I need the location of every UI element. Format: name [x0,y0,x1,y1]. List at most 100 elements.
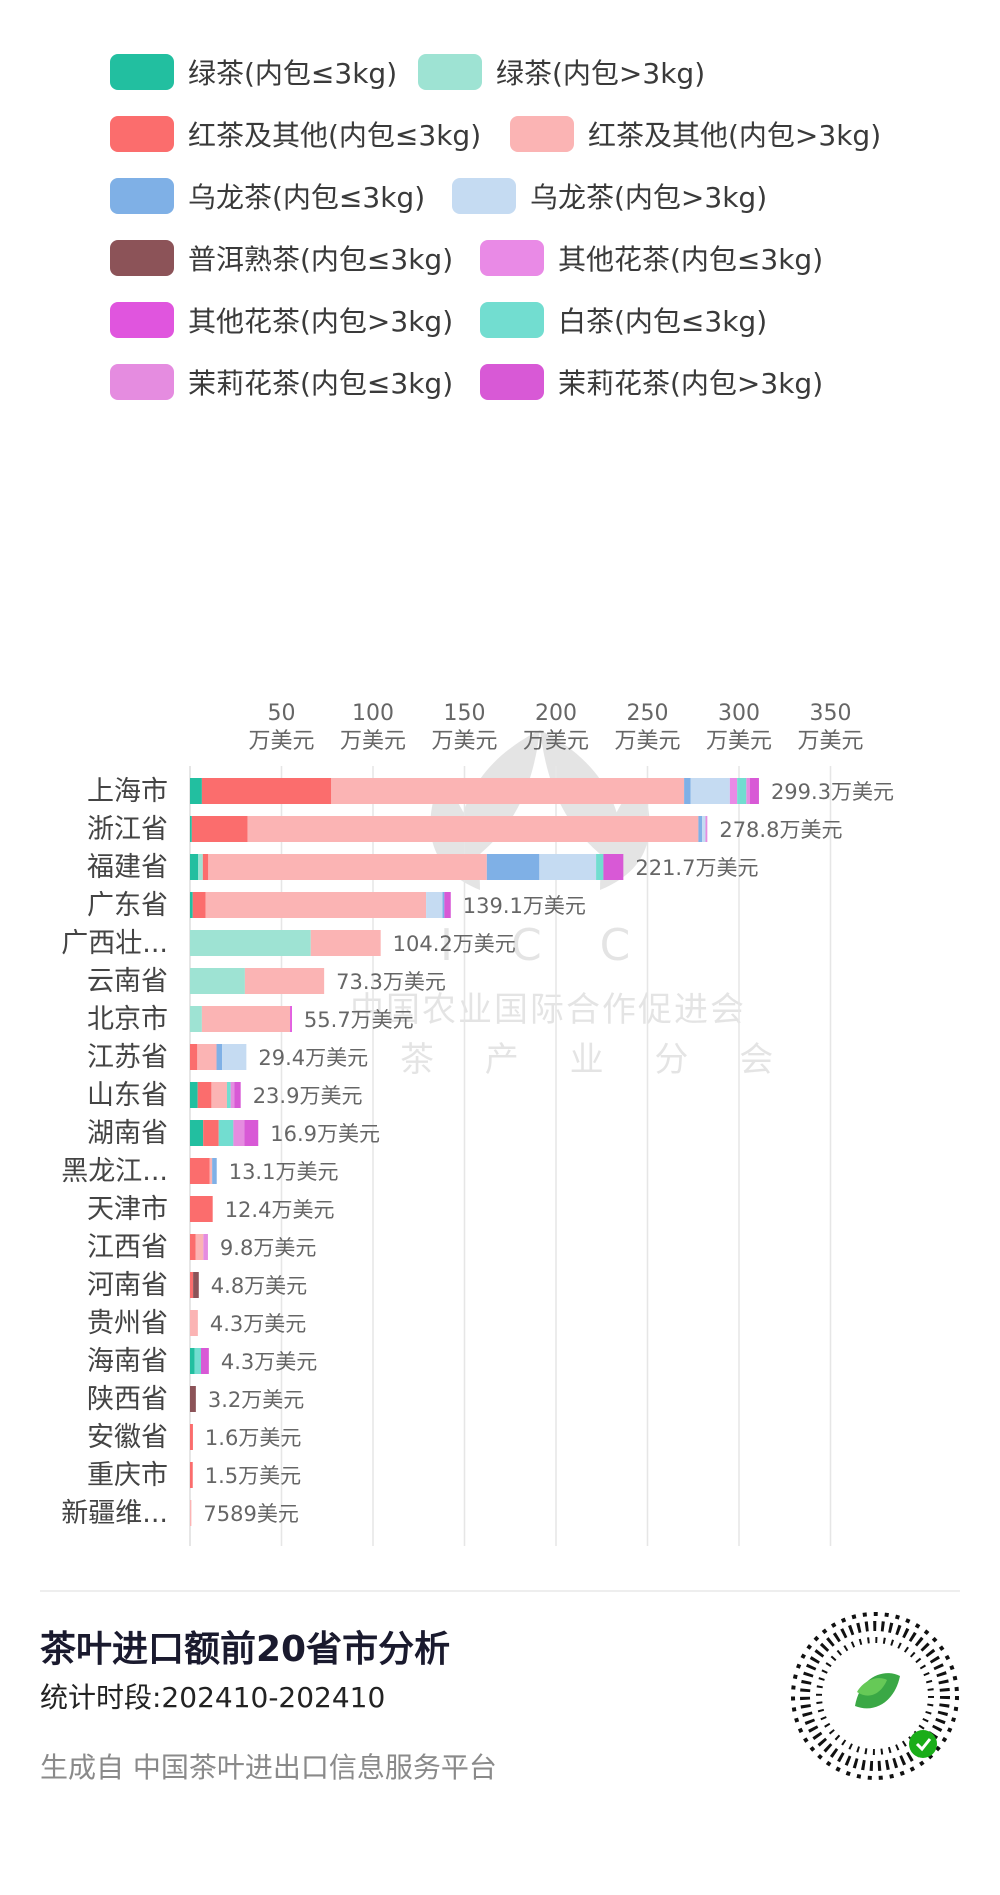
legend-swatch [510,116,574,152]
bar-segment [203,1120,219,1146]
bar-segment [205,892,427,918]
bar-segment [191,816,248,842]
mini-program-qr-code[interactable] [785,1606,965,1786]
chart-title: 茶叶进口额前20省市分析 [40,1629,451,1670]
bar-segment [702,816,706,842]
legend-item[interactable]: 其他花茶(内包>3kg) [110,300,453,340]
data-label: 278.8万美元 [719,818,842,842]
bar-segment [230,1082,235,1108]
bar-segment [208,854,487,880]
legend-item[interactable]: 茉莉花茶(内包>3kg) [480,362,823,402]
bar-segment [216,1044,223,1070]
divider [40,1590,960,1592]
legend-swatch [418,54,482,90]
category-label: 安徽省 [87,1422,168,1453]
legend-item[interactable]: 红茶及其他(内包>3kg) [510,114,881,154]
legend-item[interactable]: 乌龙茶(内包≤3kg) [110,176,425,216]
legend-swatch [452,178,516,214]
bar-segment [193,1272,199,1298]
bar-segment [202,854,209,880]
legend-item[interactable]: 茉莉花茶(内包≤3kg) [110,362,453,402]
legend-label: 乌龙茶(内包>3kg) [530,181,768,214]
bar-segment [190,892,193,918]
legend-item[interactable]: 红茶及其他(内包≤3kg) [110,114,481,154]
legend-item[interactable]: 普洱熟茶(内包≤3kg) [110,238,453,278]
data-label: 139.1万美元 [463,894,586,918]
bar-segment [244,1120,259,1146]
bar-segment [226,1082,231,1108]
x-tick-label: 350 [810,701,852,726]
legend-label: 茉莉花茶(内包>3kg) [558,367,824,400]
legend-swatch [110,240,174,276]
legend-item[interactable]: 其他花茶(内包≤3kg) [480,238,823,278]
x-tick-label: 200 [535,701,577,726]
bar-segment [442,892,445,918]
category-label: 广东省 [87,890,168,921]
bar-segment [203,1234,208,1260]
bar-segment [209,1158,213,1184]
category-label: 江苏省 [87,1042,168,1073]
legend-swatch [480,240,544,276]
category-label: 上海市 [87,776,168,807]
data-label: 1.5万美元 [205,1464,301,1488]
bar-segment [190,1196,213,1222]
bar-segment [190,1006,202,1032]
bar-segment [684,778,691,804]
bar-segment [192,892,206,918]
category-label: 云南省 [87,966,168,997]
bar-segment [190,816,192,842]
bar-segment [190,1310,198,1336]
category-label: 广西壮... [61,928,168,959]
bar-segment [190,854,199,880]
data-label: 3.2万美元 [208,1388,304,1412]
x-tick-label: 250 [627,701,669,726]
bar-segment [690,778,730,804]
x-tick-unit-label: 万美元 [797,729,863,754]
category-label: 海南省 [87,1346,168,1377]
legend-label: 绿茶(内包≤3kg) [188,57,398,90]
legend-item[interactable]: 绿茶(内包>3kg) [418,52,705,92]
legend-swatch [110,364,174,400]
category-label: 山东省 [87,1080,168,1111]
category-label: 新疆维... [61,1498,168,1529]
x-tick-label: 300 [718,701,760,726]
bar-segment [729,778,738,804]
data-label: 4.8万美元 [211,1274,307,1298]
bar-segment [200,1348,209,1374]
legend-item[interactable]: 白茶(内包≤3kg) [480,300,767,340]
category-label: 重庆市 [87,1460,168,1491]
qr-code-icon [791,1612,959,1780]
category-label: 湖南省 [87,1118,168,1149]
data-label: 9.8万美元 [220,1236,316,1260]
data-label: 13.1万美元 [229,1160,339,1184]
bar-segment [218,1120,234,1146]
bar-segment [197,1082,212,1108]
legend-label: 普洱熟茶(内包≤3kg) [188,243,454,276]
bar-segment [486,854,540,880]
x-tick-unit-label: 万美元 [248,729,314,754]
bar-segment [222,1044,247,1070]
legend-swatch [110,302,174,338]
bar-segment [444,892,451,918]
legend-item[interactable]: 乌龙茶(内包>3kg) [452,176,767,216]
data-label: 12.4万美元 [225,1198,335,1222]
bar-segment [190,1424,193,1450]
category-label: 黑龙江... [61,1156,168,1187]
legend-label: 茉莉花茶(内包≤3kg) [188,367,454,400]
bar-segment [190,1158,210,1184]
legend-swatch [110,54,174,90]
x-tick-label: 100 [352,701,394,726]
legend-swatch [480,364,544,400]
legend-label: 乌龙茶(内包≤3kg) [188,181,426,214]
bar-segment [190,1386,196,1412]
bar-segment [190,1120,204,1146]
bar-segment [190,1272,194,1298]
bar-segment [190,1234,196,1260]
data-label: 7589美元 [203,1502,298,1526]
bar-segment [190,778,202,804]
legend-item[interactable]: 绿茶(内包≤3kg) [110,52,397,92]
bar-segment [195,1234,204,1260]
category-label: 河南省 [87,1270,168,1301]
data-label: 299.3万美元 [771,780,894,804]
bar-segment [190,1462,193,1488]
